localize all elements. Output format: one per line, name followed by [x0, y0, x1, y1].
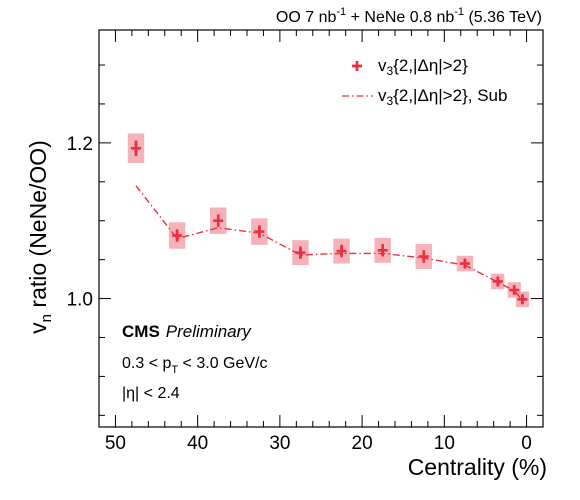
x-tick-label: 30 — [269, 433, 290, 454]
header-sup-b: -1 — [454, 6, 464, 18]
x-tick-label: 10 — [434, 433, 455, 454]
y-axis-label-v: v — [25, 322, 51, 334]
data-point — [131, 140, 141, 157]
header-part-c: (5.36 TeV) — [464, 9, 542, 26]
header-label: OO 7 nb-1 + NeNe 0.8 nb-1 (5.36 TeV) — [276, 6, 542, 26]
cms-label: CMS Preliminary — [122, 322, 252, 341]
legend: v3{2,|Δη|>2} v3{2,|Δη|>2}, Sub — [342, 56, 507, 108]
y-axis-label-sub: n — [38, 314, 55, 322]
y-axis-label: vn ratio (NeNe/OO) — [25, 140, 55, 334]
x-tick-label: 50 — [105, 433, 126, 454]
data-points — [131, 140, 528, 305]
systematic-boxes — [127, 133, 530, 308]
cms-text: CMS — [122, 322, 160, 341]
y-axis-label-rest: ratio (NeNe/OO) — [25, 140, 51, 314]
x-tick-label: 20 — [352, 433, 373, 454]
eta-cut-label: |η| < 2.4 — [122, 385, 180, 402]
x-tick-label: 0 — [521, 433, 532, 454]
sub-line — [135, 185, 523, 301]
legend-marker — [352, 61, 362, 71]
header-part-b: + NeNe 0.8 nb — [346, 9, 454, 26]
legend-2-sub: 3 — [387, 94, 394, 108]
legend-2-rest: {2,|Δη|>2}, Sub — [393, 86, 507, 105]
data-point — [459, 258, 470, 269]
data-point — [517, 294, 528, 305]
data-point — [509, 284, 520, 295]
header-part-a: OO 7 nb — [276, 9, 337, 26]
data-point — [377, 244, 388, 257]
legend-label-series-1: v3{2,|Δη|>2} — [378, 56, 468, 78]
header-sup-a: -1 — [336, 6, 346, 18]
y-tick-label: 1.2 — [67, 134, 93, 155]
sub-series-line — [135, 185, 523, 301]
legend-2-v: v — [378, 86, 387, 105]
data-point — [336, 244, 347, 258]
legend-1-sub: 3 — [387, 64, 394, 78]
pt-cut-sub: T — [171, 364, 178, 376]
x-axis-label: Centrality (%) — [408, 454, 547, 480]
data-point — [254, 225, 265, 238]
data-point — [492, 276, 503, 287]
legend-1-v: v — [378, 56, 387, 75]
x-tick-label: 40 — [187, 433, 208, 454]
axis-ticks — [98, 30, 543, 427]
legend-1-rest: {2,|Δη|>2} — [393, 56, 468, 75]
legend-label-series-2: v3{2,|Δη|>2}, Sub — [378, 86, 507, 108]
preliminary-text: Preliminary — [166, 322, 253, 341]
data-point — [418, 250, 429, 263]
data-point — [213, 214, 224, 227]
pt-cut-label: 0.3 < pT < 3.0 GeV/c — [122, 355, 268, 376]
pt-cut-a: 0.3 < p — [122, 355, 171, 372]
data-point — [295, 246, 306, 259]
pt-cut-b: < 3.0 GeV/c — [178, 355, 267, 372]
plot-frame — [98, 29, 544, 428]
y-tick-label: 1.0 — [67, 290, 93, 311]
tick-labels: 50 40 30 20 10 0 1.0 1.2 — [67, 134, 532, 454]
data-point — [172, 229, 183, 242]
